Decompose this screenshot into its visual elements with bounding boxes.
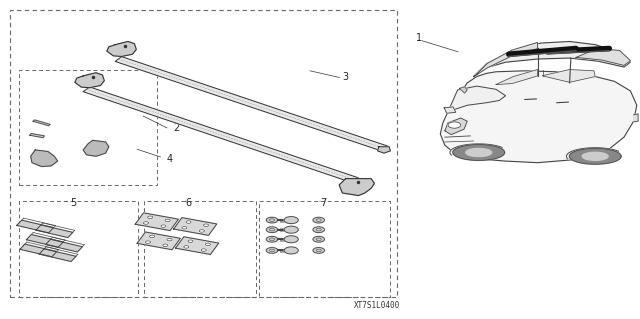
Polygon shape	[83, 140, 109, 156]
Text: 3: 3	[342, 71, 349, 82]
Text: 6: 6	[186, 197, 192, 208]
Text: 1: 1	[416, 33, 422, 43]
Bar	[259, 201, 390, 297]
Circle shape	[186, 221, 191, 223]
Polygon shape	[30, 133, 44, 138]
Polygon shape	[475, 42, 538, 76]
Circle shape	[284, 226, 298, 233]
Circle shape	[150, 235, 155, 238]
Polygon shape	[496, 70, 538, 85]
Polygon shape	[460, 87, 467, 93]
Text: 7: 7	[320, 197, 326, 208]
Circle shape	[284, 217, 298, 224]
Circle shape	[313, 217, 324, 223]
Circle shape	[199, 230, 204, 232]
Polygon shape	[448, 86, 506, 112]
Circle shape	[266, 227, 278, 233]
Text: 2: 2	[173, 122, 179, 133]
Circle shape	[201, 249, 206, 251]
Text: 5: 5	[70, 197, 77, 208]
Circle shape	[184, 246, 189, 248]
Polygon shape	[137, 232, 180, 250]
Polygon shape	[36, 225, 73, 238]
Polygon shape	[115, 57, 387, 151]
Circle shape	[448, 122, 461, 128]
Polygon shape	[634, 114, 638, 122]
Polygon shape	[453, 145, 504, 160]
Bar	[10, 10, 397, 297]
Bar	[144, 201, 256, 297]
Circle shape	[143, 222, 148, 224]
Polygon shape	[440, 71, 637, 163]
Circle shape	[313, 248, 324, 253]
Circle shape	[205, 243, 211, 246]
Bar	[19, 201, 138, 297]
Circle shape	[161, 225, 166, 227]
Polygon shape	[20, 244, 57, 257]
Polygon shape	[33, 120, 50, 126]
Circle shape	[284, 247, 298, 254]
Polygon shape	[444, 107, 456, 113]
Polygon shape	[31, 150, 58, 167]
Circle shape	[266, 248, 278, 253]
Circle shape	[266, 236, 278, 242]
Polygon shape	[566, 148, 618, 159]
Polygon shape	[466, 148, 492, 157]
Circle shape	[313, 227, 324, 233]
Polygon shape	[26, 234, 63, 247]
Polygon shape	[107, 41, 136, 56]
Polygon shape	[83, 87, 358, 182]
Polygon shape	[576, 49, 630, 65]
Circle shape	[165, 219, 170, 222]
Polygon shape	[543, 70, 595, 82]
Circle shape	[284, 236, 298, 243]
Polygon shape	[582, 152, 608, 160]
Polygon shape	[450, 144, 502, 155]
Polygon shape	[135, 213, 179, 231]
Polygon shape	[45, 239, 83, 252]
Polygon shape	[445, 118, 467, 135]
Polygon shape	[378, 147, 390, 153]
Bar	[19, 70, 157, 185]
Polygon shape	[474, 41, 630, 77]
Text: XT7S1L0400: XT7S1L0400	[354, 301, 400, 310]
Circle shape	[167, 238, 172, 241]
Polygon shape	[75, 73, 104, 88]
Circle shape	[188, 240, 193, 242]
Circle shape	[313, 236, 324, 242]
Polygon shape	[173, 218, 217, 235]
Polygon shape	[17, 220, 54, 233]
Circle shape	[145, 241, 150, 243]
Polygon shape	[570, 148, 621, 164]
Circle shape	[204, 224, 209, 226]
Polygon shape	[339, 179, 374, 196]
Text: 4: 4	[166, 154, 173, 165]
Circle shape	[148, 216, 153, 219]
Polygon shape	[175, 237, 219, 255]
Circle shape	[182, 226, 187, 229]
Circle shape	[266, 217, 278, 223]
Polygon shape	[39, 249, 76, 262]
Circle shape	[163, 244, 168, 247]
